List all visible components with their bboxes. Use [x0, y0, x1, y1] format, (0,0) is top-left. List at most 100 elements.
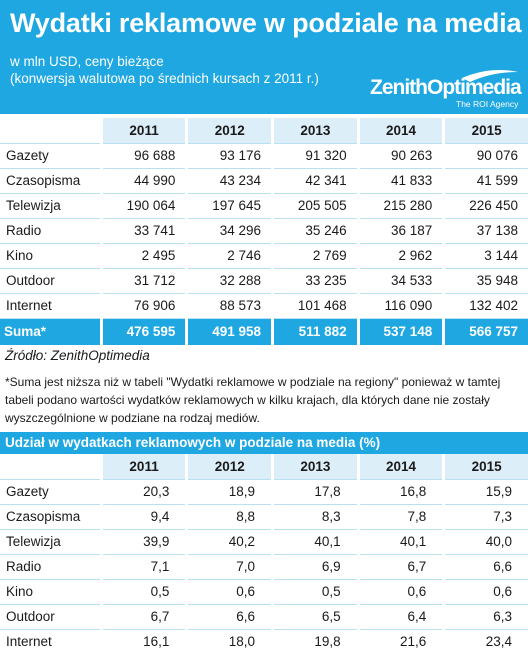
row-label: Internet: [0, 629, 100, 654]
row-label: Telewizja: [0, 193, 100, 219]
table-cell: 2 495: [102, 243, 186, 269]
subtitle-units: w mln USD, ceny bieżące: [10, 54, 164, 69]
row-label: Internet: [0, 293, 100, 319]
table-cell: 18,0: [188, 629, 272, 654]
table-header-row: 2011 2012 2013 2014 2015: [0, 118, 528, 144]
table-cell: 197 645: [188, 193, 272, 219]
table-cell: 116 090: [359, 293, 443, 319]
table-cell: 132 402: [445, 293, 528, 319]
logo-swoosh-icon: [462, 70, 518, 82]
footnote: *Suma jest niższa niż w tabeli "Wydatki …: [5, 375, 501, 425]
table-cell: 101 468: [274, 293, 357, 319]
share-table-title: Udział w wydatkach reklamowych w podzial…: [0, 432, 528, 454]
year-header: 2011: [102, 454, 186, 480]
table-cell: 7,8: [359, 504, 443, 530]
row-label: Outdoor: [0, 604, 100, 630]
year-header: 2011: [102, 118, 186, 144]
year-header: 2015: [445, 454, 528, 480]
table-cell: 40,1: [359, 529, 443, 555]
table-cell: 7,3: [445, 504, 528, 530]
table-cell: 21,6: [359, 629, 443, 654]
header-empty-cell: [0, 118, 100, 144]
table-cell: 32 288: [188, 268, 272, 294]
year-header: 2013: [274, 118, 357, 144]
table-header-row: 2011 2012 2013 2014 2015: [0, 454, 528, 480]
table-cell: 36 187: [359, 218, 443, 244]
table-row: Telewizja 190 064 197 645 205 505 215 280 226…: [0, 193, 528, 219]
row-label: Gazety: [0, 143, 100, 169]
table-cell: 42 341: [274, 168, 357, 194]
table-cell: 20,3: [102, 479, 186, 505]
row-label: Radio: [0, 554, 100, 580]
table-row: Internet 16,1 18,0 19,8 21,6 23,4: [0, 629, 528, 654]
table-cell: 31 712: [102, 268, 186, 294]
page-title: Wydatki reklamowe w podziale na media: [10, 8, 522, 38]
sum-cell: 511 882: [274, 318, 357, 345]
table-cell: 6,7: [359, 554, 443, 580]
table-cell: 41 833: [359, 168, 443, 194]
row-label: Outdoor: [0, 268, 100, 294]
table-cell: 7,1: [102, 554, 186, 580]
table-cell: 35 948: [445, 268, 528, 294]
table-cell: 90 076: [445, 143, 528, 169]
table-cell: 6,6: [188, 604, 272, 630]
table-row: Telewizja 39,9 40,2 40,1 40,1 40,0: [0, 529, 528, 555]
logo-tagline: The ROI Agency: [456, 99, 519, 109]
row-label: Kino: [0, 243, 100, 269]
table-cell: 15,9: [445, 479, 528, 505]
year-header: 2012: [188, 118, 272, 144]
table-cell: 44 990: [102, 168, 186, 194]
table-cell: 35 246: [274, 218, 357, 244]
table-cell: 23,4: [445, 629, 528, 654]
table-cell: 37 138: [445, 218, 528, 244]
sum-label: Suma*: [0, 318, 100, 345]
table-cell: 6,3: [445, 604, 528, 630]
table-cell: 0,5: [102, 579, 186, 605]
row-label: Gazety: [0, 479, 100, 505]
year-header: 2012: [188, 454, 272, 480]
table-cell: 16,8: [359, 479, 443, 505]
table-cell: 6,5: [274, 604, 357, 630]
table-cell: 7,0: [188, 554, 272, 580]
row-label: Radio: [0, 218, 100, 244]
table-cell: 34 533: [359, 268, 443, 294]
table-cell: 16,1: [102, 629, 186, 654]
table-cell: 40,0: [445, 529, 528, 555]
page-header: Wydatki reklamowe w podziale na media w …: [0, 0, 528, 114]
table-cell: 190 064: [102, 193, 186, 219]
table-cell: 96 688: [102, 143, 186, 169]
sum-cell: 537 148: [359, 318, 443, 345]
table-row: Radio 33 741 34 296 35 246 36 187 37 138: [0, 218, 528, 244]
table-row: Czasopisma 44 990 43 234 42 341 41 833 41 599: [0, 168, 528, 194]
zenithoptimedia-logo: ZenithOptimedia The ROI Agency: [370, 68, 522, 112]
table-row: Czasopisma 9,4 8,8 8,3 7,8 7,3: [0, 504, 528, 530]
table-cell: 8,8: [188, 504, 272, 530]
table-cell: 6,9: [274, 554, 357, 580]
year-header: 2015: [445, 118, 528, 144]
logo-text: ZenithOptimedia: [370, 76, 522, 99]
table-row: Outdoor 6,7 6,6 6,5 6,4 6,3: [0, 604, 528, 630]
table-cell: 2 769: [274, 243, 357, 269]
table-cell: 8,3: [274, 504, 357, 530]
table-cell: 215 280: [359, 193, 443, 219]
table-row: Gazety 96 688 93 176 91 320 90 263 90 076: [0, 143, 528, 169]
table-cell: 19,8: [274, 629, 357, 654]
table-cell: 93 176: [188, 143, 272, 169]
sum-cell: 476 595: [102, 318, 186, 345]
table-row: Kino 0,5 0,6 0,5 0,6 0,6: [0, 579, 528, 605]
row-label: Czasopisma: [0, 504, 100, 530]
table-cell: 34 296: [188, 218, 272, 244]
year-header: 2013: [274, 454, 357, 480]
table-cell: 90 263: [359, 143, 443, 169]
table-cell: 41 599: [445, 168, 528, 194]
table-cell: 6,4: [359, 604, 443, 630]
row-label: Telewizja: [0, 529, 100, 555]
subtitle-conversion: (konwersja walutowa po średnich kursach …: [10, 71, 319, 86]
table-cell: 40,1: [274, 529, 357, 555]
table-cell: 76 906: [102, 293, 186, 319]
row-label: Kino: [0, 579, 100, 605]
table-cell: 205 505: [274, 193, 357, 219]
table-cell: 6,6: [445, 554, 528, 580]
table-cell: 33 741: [102, 218, 186, 244]
share-table: 2011 2012 2013 2014 2015 Gazety 20,3 18,9 1…: [0, 454, 528, 654]
